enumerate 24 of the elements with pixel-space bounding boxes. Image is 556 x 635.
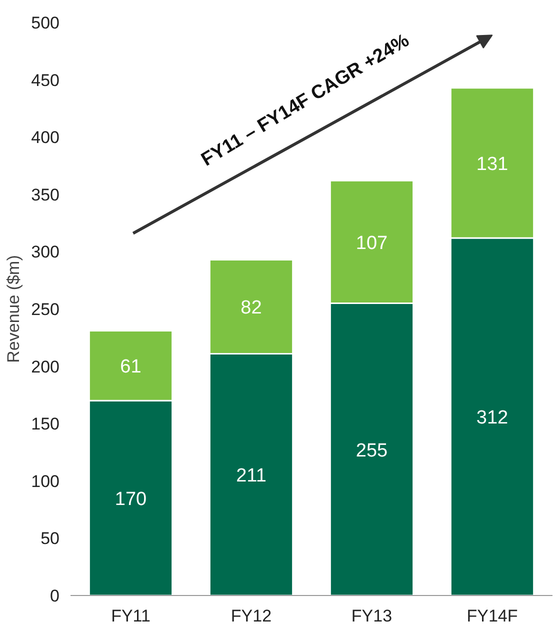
data-label: 170 [114,489,147,510]
y-tick-label: 450 [31,70,60,90]
x-tick-label: FY12 [230,606,272,626]
data-label: 82 [240,298,262,319]
y-tick-label: 50 [40,529,60,548]
y-tick-label: 200 [31,357,60,376]
y-tick-label: 350 [31,185,60,204]
y-tick-label: 250 [31,300,60,319]
data-label: 255 [356,440,388,462]
y-tick-label: 150 [31,414,60,434]
data-label: 61 [120,356,142,378]
y-axis-title: Revenue ($m) [4,255,24,363]
y-tick-label: 400 [31,128,60,148]
x-tick-label: FY14F [466,606,518,626]
y-tick-label: 0 [50,586,60,606]
data-label: 211 [236,466,266,487]
y-tick-label: 100 [31,472,60,491]
data-label: 107 [356,232,388,254]
data-label: 131 [476,154,508,175]
data-label: 312 [476,408,508,429]
x-tick-label: FY13 [351,606,392,626]
y-tick-label: 300 [31,242,60,262]
x-tick-label: FY11 [111,606,150,626]
y-tick-label: 500 [31,14,60,32]
